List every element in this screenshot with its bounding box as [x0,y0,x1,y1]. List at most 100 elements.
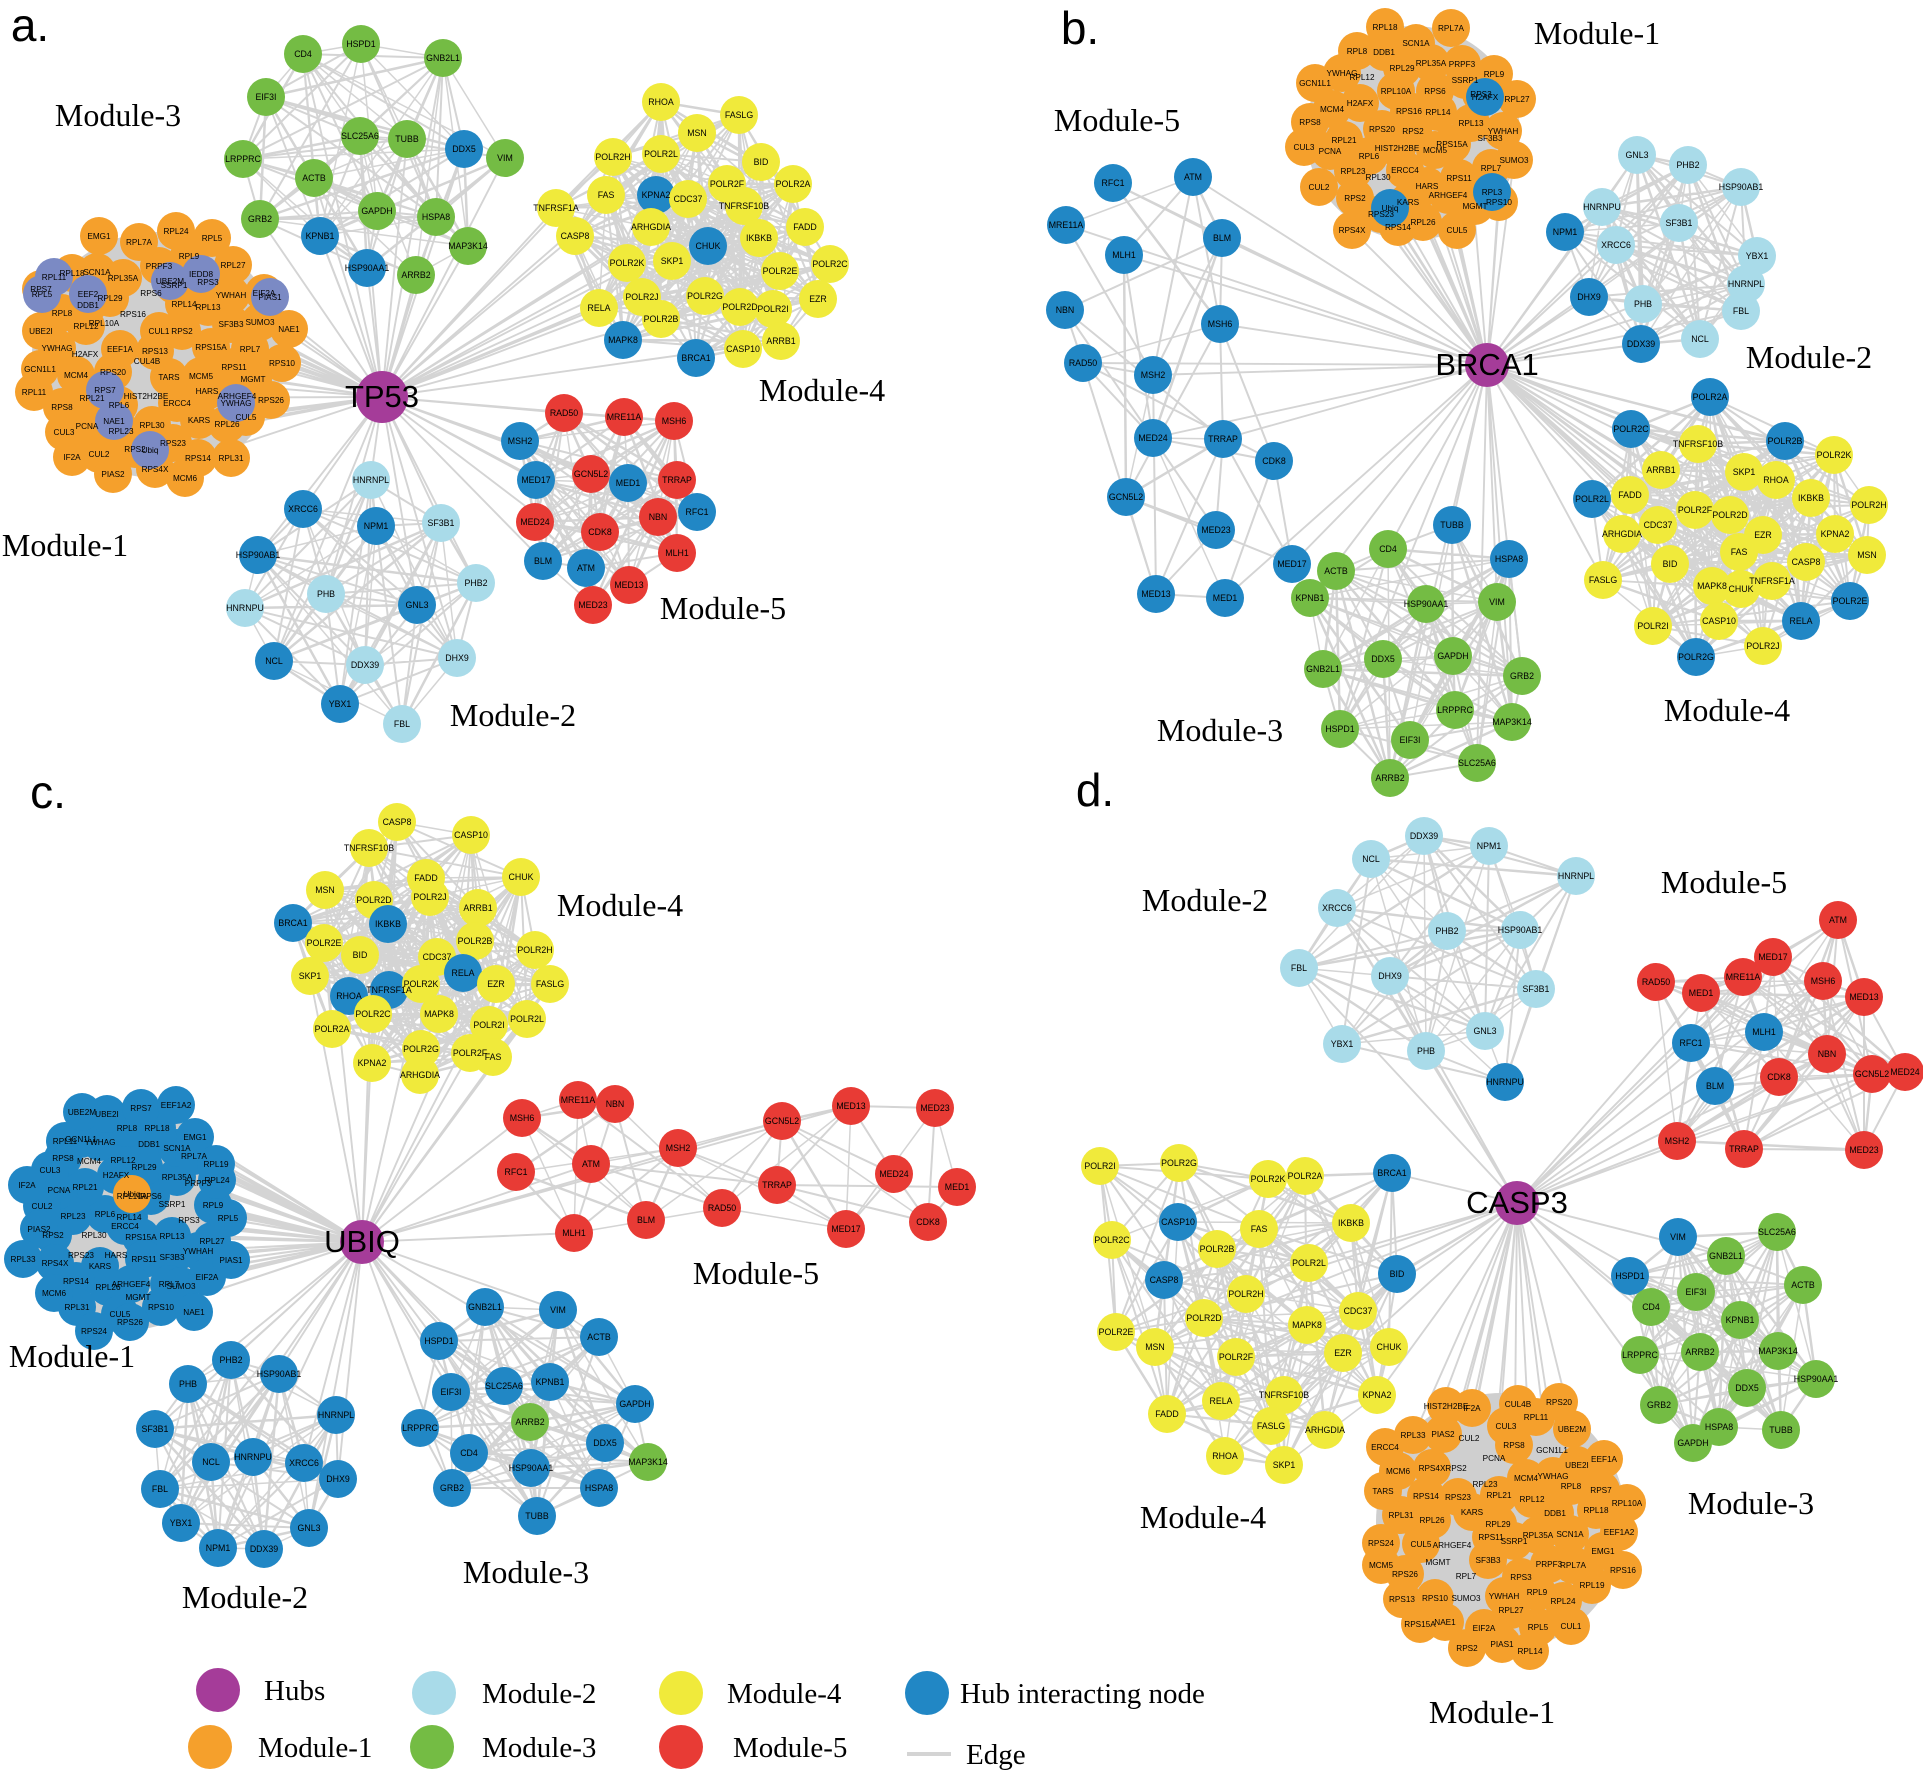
svg-text:POLR2C: POLR2C [1613,424,1649,434]
svg-text:RPS26: RPS26 [117,1318,143,1327]
svg-text:MED17: MED17 [1277,559,1306,569]
svg-text:MCM5: MCM5 [1369,1561,1394,1570]
svg-text:RPS2: RPS2 [171,327,193,336]
svg-text:FBL: FBL [1733,306,1749,316]
svg-text:IF2A: IF2A [63,453,81,462]
svg-text:BID: BID [353,950,368,960]
svg-text:ERCC4: ERCC4 [163,399,191,408]
svg-text:HSP90AA1: HSP90AA1 [1404,599,1449,609]
svg-text:KPNB1: KPNB1 [1296,593,1325,603]
svg-text:GNL3: GNL3 [406,600,429,610]
svg-text:Module-3: Module-3 [1157,712,1283,748]
svg-text:SF3B1: SF3B1 [428,518,455,528]
svg-text:IF2A: IF2A [18,1181,36,1190]
svg-text:POLR2A: POLR2A [1693,392,1728,402]
svg-text:FBL: FBL [394,719,410,729]
svg-text:BRCA1: BRCA1 [681,353,710,363]
svg-text:ERCC4: ERCC4 [1371,1443,1399,1452]
svg-text:Module-3: Module-3 [1688,1485,1814,1521]
svg-text:TUBB: TUBB [1440,520,1464,530]
svg-text:MGMT: MGMT [125,1293,150,1302]
svg-text:PIAS2: PIAS2 [1431,1430,1455,1439]
svg-text:GRB2: GRB2 [1647,1400,1671,1410]
svg-text:RPS20: RPS20 [1546,1398,1572,1407]
svg-text:RPL7A: RPL7A [1560,1561,1586,1570]
svg-text:PIAS1: PIAS1 [1490,1640,1514,1649]
svg-text:MAPK8: MAPK8 [608,335,638,345]
svg-text:RPL18: RPL18 [1372,23,1397,32]
svg-text:MAP3K14: MAP3K14 [628,1457,668,1467]
svg-text:GNL3: GNL3 [1626,150,1649,160]
svg-text:POLR2C: POLR2C [812,259,848,269]
svg-text:RPS3: RPS3 [178,1216,200,1225]
svg-text:GRB2: GRB2 [1510,671,1534,681]
svg-text:EMG1: EMG1 [183,1133,207,1142]
svg-text:GNB2L1: GNB2L1 [426,53,460,63]
svg-text:SF3B3: SF3B3 [159,1253,184,1262]
svg-text:RPL31: RPL31 [218,454,243,463]
svg-text:HIST2H2BE: HIST2H2BE [1424,1402,1469,1411]
svg-text:CDK8: CDK8 [588,527,612,537]
svg-text:RPL12: RPL12 [110,1156,135,1165]
svg-text:CASP8: CASP8 [561,231,590,241]
svg-text:RPL13: RPL13 [1458,119,1483,128]
svg-text:RPL30: RPL30 [1365,173,1390,182]
svg-text:RPS7: RPS7 [1590,1486,1612,1495]
svg-text:ARRB1: ARRB1 [766,336,795,346]
svg-text:CDK8: CDK8 [1262,456,1286,466]
svg-text:RPL27: RPL27 [220,261,245,270]
svg-text:HARS: HARS [105,1251,128,1260]
svg-text:MSN: MSN [1857,550,1877,560]
svg-text:Hubs: Hubs [264,1675,325,1707]
svg-text:UBE2I: UBE2I [1565,1461,1589,1470]
svg-text:PHB2: PHB2 [1436,926,1459,936]
svg-text:RPL7: RPL7 [159,1280,180,1289]
svg-text:RPL13: RPL13 [195,303,220,312]
svg-text:Ubiq: Ubiq [142,446,159,455]
svg-text:FASLG: FASLG [1257,1421,1286,1431]
svg-text:RPL21: RPL21 [1486,1491,1511,1500]
svg-text:POLR2B: POLR2B [458,936,493,946]
svg-text:DDX39: DDX39 [250,1544,278,1554]
svg-text:HSPA8: HSPA8 [1495,554,1523,564]
svg-text:POLR2A: POLR2A [776,179,811,189]
svg-text:ARRB2: ARRB2 [401,270,430,280]
svg-text:RPL21: RPL21 [1331,136,1356,145]
svg-text:YWHAG: YWHAG [42,344,73,353]
svg-text:NBN: NBN [1056,305,1075,315]
svg-text:RPS4X: RPS4X [1419,1464,1446,1473]
svg-text:RPS23: RPS23 [68,1251,94,1260]
svg-text:EEF1A: EEF1A [107,345,133,354]
svg-text:CUL4B: CUL4B [1505,1400,1532,1409]
svg-text:RPS3: RPS3 [1470,90,1492,99]
svg-text:RPL33: RPL33 [1400,1431,1425,1440]
svg-text:HNRNPU: HNRNPU [1583,202,1621,212]
svg-text:SSRP1: SSRP1 [1501,1537,1528,1546]
svg-text:PCNA: PCNA [1319,147,1342,156]
svg-text:VIM: VIM [1489,597,1505,607]
svg-text:POLR2E: POLR2E [1833,596,1868,606]
svg-text:CHUK: CHUK [1729,584,1754,594]
svg-text:MED17: MED17 [521,475,550,485]
svg-text:RPL13: RPL13 [159,1232,184,1241]
svg-text:POLR2A: POLR2A [315,1024,350,1034]
svg-text:NCL: NCL [265,656,283,666]
svg-text:DDX5: DDX5 [593,1438,617,1448]
svg-text:BRCA1: BRCA1 [1377,1168,1406,1178]
svg-text:KARS: KARS [188,416,211,425]
svg-text:TNFRSF10B: TNFRSF10B [1673,439,1723,449]
svg-text:VIM: VIM [497,153,513,163]
svg-text:RPL6: RPL6 [95,1210,116,1219]
svg-text:UBE2I: UBE2I [29,327,53,336]
svg-text:DDX5: DDX5 [1735,1383,1759,1393]
svg-text:ACTB: ACTB [1324,566,1348,576]
svg-text:RAD50: RAD50 [708,1203,736,1213]
svg-text:ACTB: ACTB [302,173,326,183]
svg-text:RPS2: RPS2 [1402,127,1424,136]
svg-text:SF3B3: SF3B3 [1475,1556,1500,1565]
svg-text:MRE11A: MRE11A [1726,972,1761,982]
svg-text:TNFRSF10B: TNFRSF10B [344,843,394,853]
svg-text:DDB1: DDB1 [1373,48,1395,57]
svg-text:FAS: FAS [1731,547,1748,557]
svg-text:YWHAG: YWHAG [85,1138,116,1147]
